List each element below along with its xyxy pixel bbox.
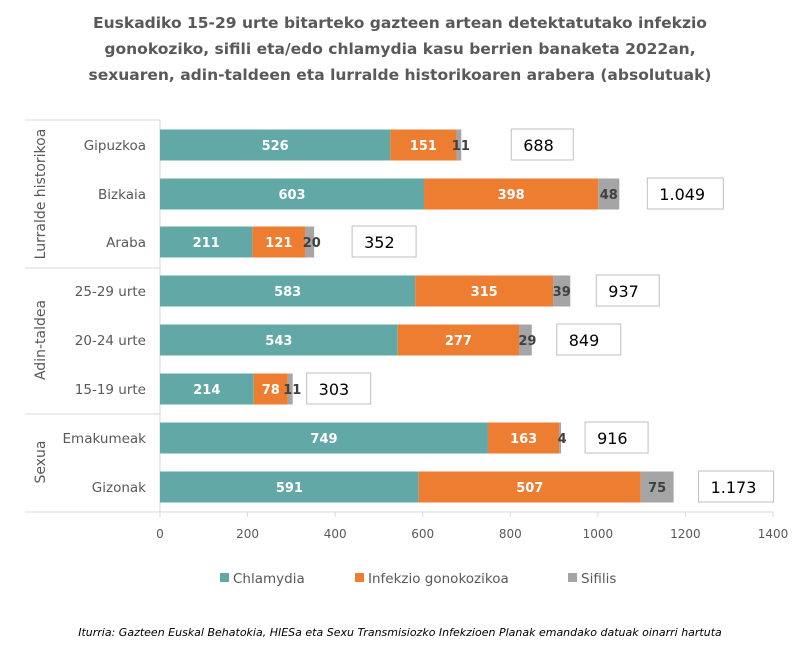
x-tick-label: 800	[499, 527, 522, 541]
x-tick-label: 1400	[758, 527, 789, 541]
data-label: 11	[452, 139, 470, 154]
bar-segment-infekzio-gonokozikoa	[418, 471, 641, 503]
data-label: 39	[553, 285, 571, 300]
category-label: Emakumeak	[63, 431, 147, 447]
bar-segment-infekzio-gonokozikoa	[487, 422, 560, 454]
bar-segment-infekzio-gonokozikoa	[390, 129, 457, 161]
title-line-2: gonokoziko, sifili eta/edo chlamydia kas…	[104, 40, 695, 58]
total-label: 688	[523, 136, 554, 155]
group-label: Sexua	[33, 441, 49, 484]
bar-segment-chlamydia	[160, 275, 416, 307]
bar-segment-sifilis	[553, 275, 571, 307]
data-label: 398	[498, 188, 525, 203]
bar-segment-chlamydia	[160, 324, 398, 356]
category-label: Bizkaia	[98, 187, 146, 203]
legend: Chlamydia Infekzio gonokozikoa Sifilis	[220, 571, 616, 587]
bar-segment-sifilis	[287, 373, 293, 405]
total-label: 849	[569, 331, 600, 350]
x-axis: 0 200 400 600 800 1000 1200 1400	[156, 511, 789, 541]
data-label: 75	[648, 481, 666, 496]
title-line-3: sexuaren, adin-taldeen eta lurralde hist…	[89, 66, 712, 84]
category-label: 25-29 urte	[75, 284, 146, 300]
total-box	[556, 323, 622, 356]
x-tick-label: 1200	[670, 527, 701, 541]
total-label: 916	[597, 429, 628, 448]
total-box	[595, 274, 660, 307]
data-label: 749	[310, 432, 337, 447]
legend-label: Infekzio gonokozikoa	[368, 571, 509, 587]
data-label: 121	[265, 236, 292, 251]
bar-segment-chlamydia	[160, 422, 488, 454]
bar-segment-chlamydia	[160, 178, 425, 210]
data-label: 543	[265, 334, 292, 349]
bar-segment-chlamydia	[160, 129, 391, 161]
data-label: 603	[278, 188, 305, 203]
total-box	[584, 421, 649, 454]
legend-swatch	[220, 573, 229, 582]
x-tick-label: 1000	[583, 527, 614, 541]
bar-segment-sifilis	[598, 178, 620, 210]
title-line-1: Euskadiko 15-29 urte bitarteko gazteen a…	[93, 14, 707, 32]
x-tick-label: 600	[411, 527, 434, 541]
bar-segment-infekzio-gonokozikoa	[253, 373, 288, 405]
total-label: 352	[364, 233, 395, 252]
bar-segment-sifilis	[559, 422, 562, 454]
total-label: 303	[319, 380, 350, 399]
data-label: 583	[274, 285, 301, 300]
category-label: Gizonak	[92, 480, 146, 496]
bar-segment-infekzio-gonokozikoa	[424, 178, 599, 210]
x-tick-label: 200	[236, 527, 259, 541]
total-label: 1.173	[711, 478, 757, 497]
data-label: 211	[193, 236, 220, 251]
x-tick-label: 400	[324, 527, 347, 541]
bar-segment-sifilis	[456, 129, 462, 161]
bar-segment-chlamydia	[160, 373, 254, 405]
bar-segment-infekzio-gonokozikoa	[252, 226, 306, 258]
category-frame: Lurralde historikoa Adin-taldea Sexua	[25, 119, 161, 513]
data-label: 151	[410, 139, 437, 154]
bar-segment-sifilis	[519, 324, 532, 356]
total-box	[646, 177, 724, 210]
category-label: Gipuzkoa	[84, 138, 146, 154]
data-label: 214	[193, 383, 220, 398]
total-box	[351, 225, 417, 258]
bar-segment-sifilis	[640, 471, 674, 503]
data-label: 163	[510, 432, 537, 447]
data-label: 78	[262, 383, 280, 398]
data-label: 20	[303, 236, 321, 251]
bar-segment-chlamydia	[160, 226, 253, 258]
data-label: 591	[276, 481, 303, 496]
category-label: Araba	[106, 235, 146, 251]
total-label: 937	[608, 282, 639, 301]
data-label: 526	[262, 139, 289, 154]
group-label: Lurralde historikoa	[33, 129, 49, 260]
bar-segment-infekzio-gonokozikoa	[415, 275, 554, 307]
data-label: 11	[283, 383, 301, 398]
bars: Gipuzkoa 526 151 11 688 Bizkaia 603 398 48 1.049 A…	[63, 128, 775, 503]
category-label: 15-19 urte	[75, 382, 146, 398]
data-label: 277	[445, 334, 472, 349]
data-label: 507	[516, 481, 543, 496]
total-box	[698, 470, 775, 503]
legend-label: Chlamydia	[233, 571, 305, 587]
data-label: 4	[558, 432, 567, 447]
total-box	[306, 372, 372, 405]
chart-title: Euskadiko 15-29 urte bitarteko gazteen a…	[89, 14, 712, 84]
legend-label: Sifilis	[581, 571, 616, 587]
x-tick-label: 0	[156, 527, 164, 541]
bar-segment-chlamydia	[160, 471, 419, 503]
legend-swatch	[568, 573, 577, 582]
data-label: 29	[518, 334, 536, 349]
total-label: 1.049	[659, 185, 705, 204]
legend-swatch	[355, 573, 364, 582]
total-box	[510, 128, 574, 161]
source-note: Iturria: Gazteen Euskal Behatokia, HIESa…	[78, 626, 722, 639]
data-label: 48	[600, 188, 618, 203]
data-label: 315	[471, 285, 498, 300]
group-label: Adin-taldea	[33, 300, 49, 380]
bar-segment-infekzio-gonokozikoa	[397, 324, 520, 356]
bar-segment-sifilis	[305, 226, 315, 258]
category-label: 20-24 urte	[75, 333, 146, 349]
